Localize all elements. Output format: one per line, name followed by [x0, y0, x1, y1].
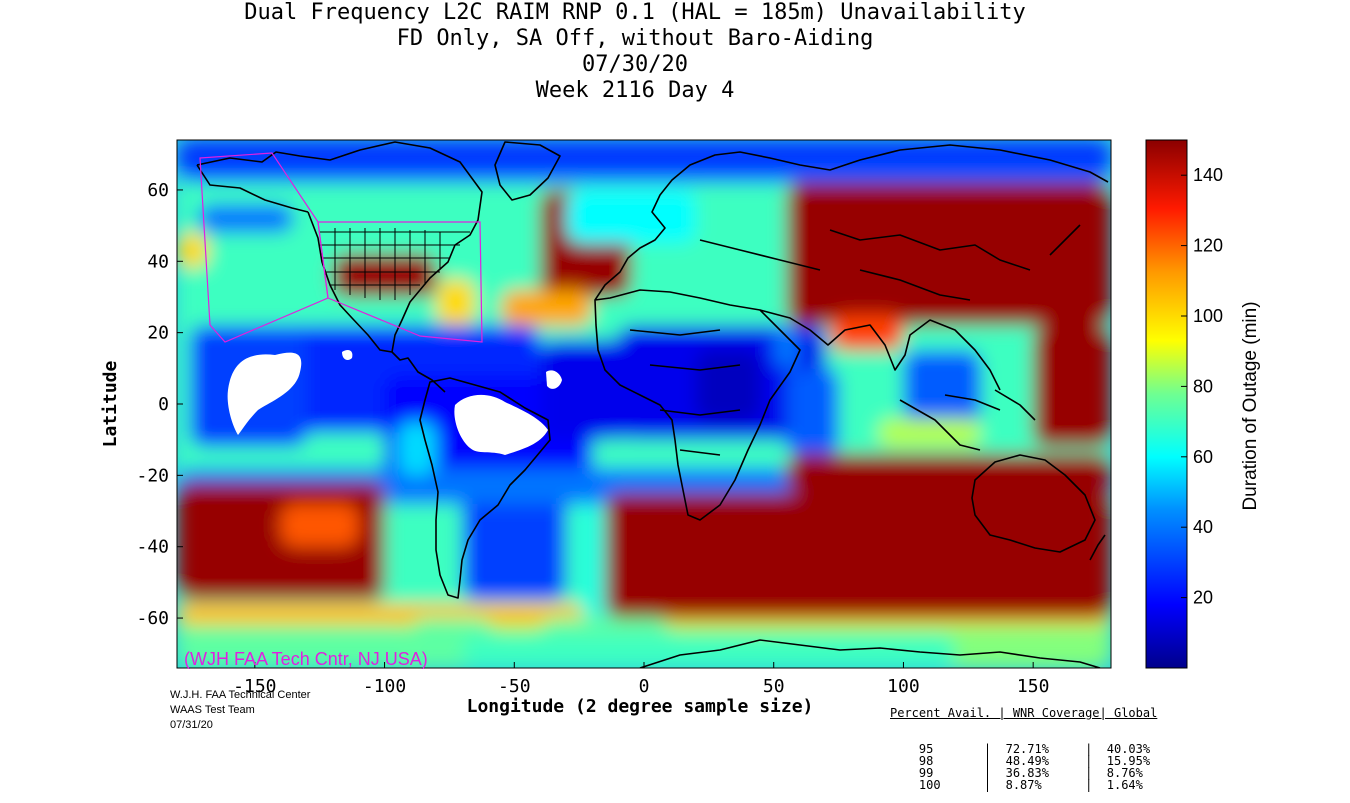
heatmap-cell-30: [830, 314, 904, 351]
y-tick-label: -20: [136, 465, 169, 486]
coverage-stats-table: Percent Avail. | WNR Coverage| Global 95…: [890, 683, 1157, 803]
australia-coast: [971, 454, 1096, 553]
heatmap-cell-16: [177, 625, 411, 668]
conus-region-outline: [317, 221, 483, 343]
watermark: (WJH FAA Tech Cntr, NJ USA): [184, 649, 428, 669]
colorbar-ticks: 20 40 60 80 100 120 140: [1181, 165, 1223, 608]
heatmap-cell-18: [280, 503, 359, 547]
stats-header: Percent Avail. | WNR Coverage| Global: [890, 706, 1158, 720]
x-axis-label: Longitude (2 degree sample size): [467, 696, 814, 717]
colorbar-tick-label: 120: [1193, 236, 1223, 256]
heatmap-chart: -150 -100 -50 0 50 100 150 60 40 20 0 -20 -40 -60 Lo…: [100, 139, 1261, 717]
heatmap-cell-33: [332, 254, 437, 297]
heatmap-cell-13: [903, 350, 982, 422]
y-ticks: 60 40 20 0 -20 -40 -60: [136, 180, 183, 629]
wnr-region-outline: [199, 152, 483, 343]
x-tick-label: -150: [233, 676, 276, 697]
colorbar-tick-label: 80: [1193, 376, 1213, 396]
north-america-coast: [196, 141, 483, 393]
heatmap-cell-12: [786, 368, 839, 458]
stats-row: 98 | 48.49% | 15.95%: [890, 754, 1151, 768]
heatmap-cell-35: [566, 189, 696, 244]
heatmap-cell-32: [228, 268, 281, 305]
heatmap-cell-34: [436, 279, 476, 326]
y-tick-label: 40: [147, 251, 169, 272]
colorbar-tick-label: 60: [1193, 447, 1213, 467]
africa-borders: [629, 329, 741, 456]
us-state-grid: [320, 228, 470, 300]
credit-line-3: 07/31/20: [170, 719, 213, 731]
credit-line-2: WAAS Test Team: [170, 704, 255, 716]
title-line-2: FD Only, SA Off, without Baro-Aiding: [396, 26, 874, 51]
y-tick-label: -40: [136, 537, 169, 558]
x-tick-label: -100: [363, 676, 406, 697]
colorbar-tick-label: 20: [1193, 588, 1213, 608]
title-line-1: Dual Frequency L2C RAIM RNP 0.1 (HAL = 1…: [244, 0, 1026, 25]
colorbar-tick-label: 40: [1193, 517, 1213, 537]
credit-line-1: W.J.H. FAA Technical Center: [170, 689, 311, 701]
x-tick-label: 100: [887, 676, 920, 697]
greenland-coast: [494, 141, 561, 201]
heatmap-cell-7: [540, 339, 632, 440]
x-tick-label: 50: [763, 676, 785, 697]
heatmap-cell-29: [1033, 325, 1111, 447]
heatmap-cell-31: [177, 232, 209, 269]
y-axis-label: Latitude: [100, 360, 121, 447]
x-tick-label: -50: [498, 676, 531, 697]
title-line-4: Week 2116 Day 4: [535, 78, 735, 103]
heatmap-cell-21: [605, 493, 1111, 619]
x-tick-label: 150: [1017, 676, 1050, 697]
y-tick-label: -60: [136, 608, 169, 629]
colorbar-tick-label: 140: [1193, 165, 1223, 185]
heatmap-field: [177, 140, 1111, 668]
no-data-pacific-small: [342, 350, 353, 360]
coastlines: [196, 141, 1109, 668]
africa-coast: [594, 289, 801, 521]
heatmap-cell-36: [773, 325, 800, 369]
no-data-areas: [227, 350, 562, 455]
no-data-atlantic: [546, 370, 562, 389]
heatmap-cell-37: [397, 421, 437, 476]
title-line-3: 07/30/20: [582, 52, 688, 77]
heatmap-cell-15: [197, 204, 294, 233]
heatmap-cell-24: [877, 418, 982, 447]
asia-interior-borders: [699, 229, 1031, 301]
colorbar: [1145, 139, 1188, 669]
no-data-brazil: [454, 394, 548, 455]
heatmap-cell-23: [812, 482, 1111, 504]
heatmap-cell-10: [462, 475, 567, 601]
stats-rows: 95 | 72.71% | 40.03% 98 | 48.49% | 15.95…: [890, 743, 1157, 791]
stats-row: 99 | 36.83% | 8.76%: [890, 766, 1143, 780]
x-ticks: -150 -100 -50 0 50 100 150: [233, 662, 1049, 697]
japan-coast: [1049, 224, 1081, 256]
colorbar-label: Duration of Outage (min): [1240, 301, 1261, 510]
state-lines-v: [334, 228, 441, 300]
new-zealand-coast: [1089, 534, 1106, 561]
heatmap-cell-28: [786, 182, 1111, 326]
colorbar-tick-label: 100: [1193, 306, 1223, 326]
arabia-india-coast: [759, 309, 1001, 391]
heatmap-cell-38: [177, 140, 1111, 169]
stats-row: 100 | 8.87% | 1.64%: [890, 778, 1143, 792]
south-america-coast: [419, 377, 551, 599]
y-tick-label: 20: [147, 323, 169, 344]
y-tick-label: 60: [147, 180, 169, 201]
no-data-pacific: [227, 352, 302, 435]
y-tick-label: 0: [158, 394, 169, 415]
southeast-asia-islands: [899, 389, 1036, 451]
x-tick-label: 0: [639, 676, 650, 697]
stats-row: 95 | 72.71% | 40.03%: [890, 742, 1151, 756]
europe-coast: [594, 144, 1109, 301]
antarctica-coast: [639, 639, 1101, 668]
heatmap-cell-27: [501, 289, 593, 326]
